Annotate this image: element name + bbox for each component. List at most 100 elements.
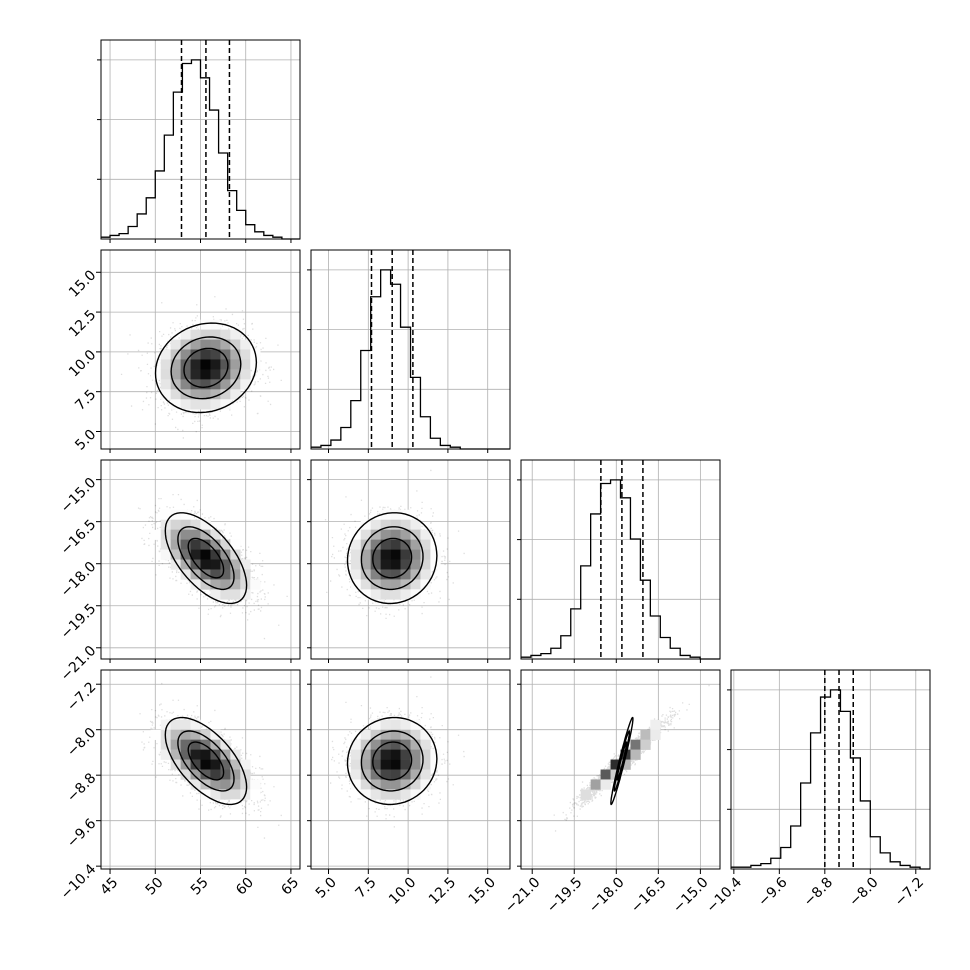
density-cell bbox=[400, 559, 411, 570]
density-cell bbox=[240, 559, 251, 570]
density-cell bbox=[420, 749, 431, 760]
density-cell bbox=[170, 339, 181, 350]
density-cell bbox=[220, 549, 231, 560]
density-cell bbox=[390, 579, 401, 590]
density-cell bbox=[390, 519, 401, 530]
density-cell bbox=[180, 749, 191, 760]
density-cell bbox=[210, 389, 221, 400]
density-cell bbox=[400, 789, 411, 800]
density-cell bbox=[360, 549, 371, 560]
density-cell bbox=[350, 759, 362, 770]
density-cell bbox=[190, 379, 201, 390]
density-cell bbox=[350, 779, 362, 790]
density-cell bbox=[230, 329, 241, 340]
density-layer bbox=[330, 676, 465, 828]
density-cell bbox=[380, 509, 391, 520]
contour-line bbox=[170, 336, 242, 400]
contour-line bbox=[177, 526, 235, 591]
density-cell bbox=[370, 559, 381, 570]
density-cell bbox=[150, 529, 161, 540]
density-cell bbox=[190, 779, 201, 790]
scatter-points bbox=[330, 676, 465, 828]
density-cell bbox=[200, 329, 211, 340]
axes-frame bbox=[520, 459, 721, 660]
x-tick-label: −8.8 bbox=[801, 875, 836, 910]
density-cell bbox=[240, 769, 251, 780]
y-tick-label: −16.5 bbox=[58, 517, 100, 559]
axes-frame bbox=[310, 459, 511, 660]
density-cell bbox=[350, 769, 362, 780]
density-cell bbox=[420, 769, 431, 780]
density-cell bbox=[170, 509, 181, 520]
density-cell bbox=[210, 399, 221, 410]
density-cell bbox=[170, 719, 181, 730]
y-tick-label: 10.0 bbox=[66, 347, 99, 380]
density-cell bbox=[360, 739, 371, 750]
density-cell bbox=[400, 779, 411, 790]
density-cell bbox=[200, 519, 211, 530]
density-cell bbox=[230, 569, 241, 580]
density-cell bbox=[390, 539, 401, 550]
density-cell bbox=[620, 759, 631, 770]
contour-line bbox=[360, 730, 424, 792]
density-cell bbox=[200, 359, 211, 370]
density-cell bbox=[190, 729, 201, 740]
density-layer bbox=[553, 684, 710, 832]
density-cell bbox=[420, 539, 431, 550]
density-cell bbox=[380, 729, 391, 740]
contour-line bbox=[346, 716, 438, 806]
histogram-line bbox=[731, 689, 930, 870]
density-cell bbox=[420, 739, 431, 750]
density-cell bbox=[410, 789, 421, 800]
density-cell bbox=[390, 529, 401, 540]
density-cell bbox=[240, 349, 251, 360]
density-cell bbox=[410, 569, 421, 580]
density-cell bbox=[180, 379, 191, 390]
density-cell bbox=[400, 569, 411, 580]
contour-line bbox=[183, 347, 229, 389]
density-cell bbox=[180, 549, 191, 560]
density-cell bbox=[400, 749, 411, 760]
density-cell bbox=[230, 539, 241, 550]
density-cell bbox=[170, 739, 181, 750]
density-cell bbox=[180, 349, 191, 360]
density-cell bbox=[180, 529, 191, 540]
density-cell bbox=[180, 329, 191, 340]
density-cell bbox=[590, 779, 601, 790]
contour-line bbox=[613, 730, 631, 792]
density-cell bbox=[400, 519, 411, 530]
joint-panel-1-3 bbox=[310, 669, 511, 870]
density-cell bbox=[390, 769, 401, 780]
joint-panel-2-3 bbox=[520, 669, 721, 870]
density-cell bbox=[400, 579, 411, 590]
density-cell bbox=[160, 749, 171, 760]
density-cell bbox=[230, 549, 241, 560]
density-cell bbox=[190, 389, 201, 400]
density-cell bbox=[360, 779, 371, 790]
density-cell bbox=[160, 359, 171, 370]
density-cell bbox=[230, 339, 241, 350]
density-cell bbox=[210, 319, 221, 330]
density-cell bbox=[230, 359, 241, 370]
density-cell bbox=[220, 789, 231, 800]
density-cell bbox=[410, 769, 421, 780]
contour-line bbox=[164, 512, 248, 605]
joint-panel-0-1 bbox=[100, 249, 301, 450]
density-cell bbox=[210, 779, 221, 790]
density-cell bbox=[210, 359, 221, 370]
y-tick-label: 7.5 bbox=[72, 387, 99, 414]
density-cell bbox=[420, 549, 431, 560]
density-cell bbox=[220, 569, 231, 580]
density-cell bbox=[220, 579, 231, 590]
x-tick-label: 60 bbox=[233, 875, 257, 899]
density-cell bbox=[410, 549, 421, 560]
density-layer bbox=[139, 682, 282, 839]
density-cell bbox=[400, 729, 411, 740]
density-cell bbox=[240, 339, 251, 350]
density-cell bbox=[390, 729, 401, 740]
density-cell bbox=[220, 559, 231, 570]
density-cell bbox=[370, 549, 381, 560]
density-cell bbox=[240, 779, 251, 790]
density-cell bbox=[210, 369, 221, 380]
